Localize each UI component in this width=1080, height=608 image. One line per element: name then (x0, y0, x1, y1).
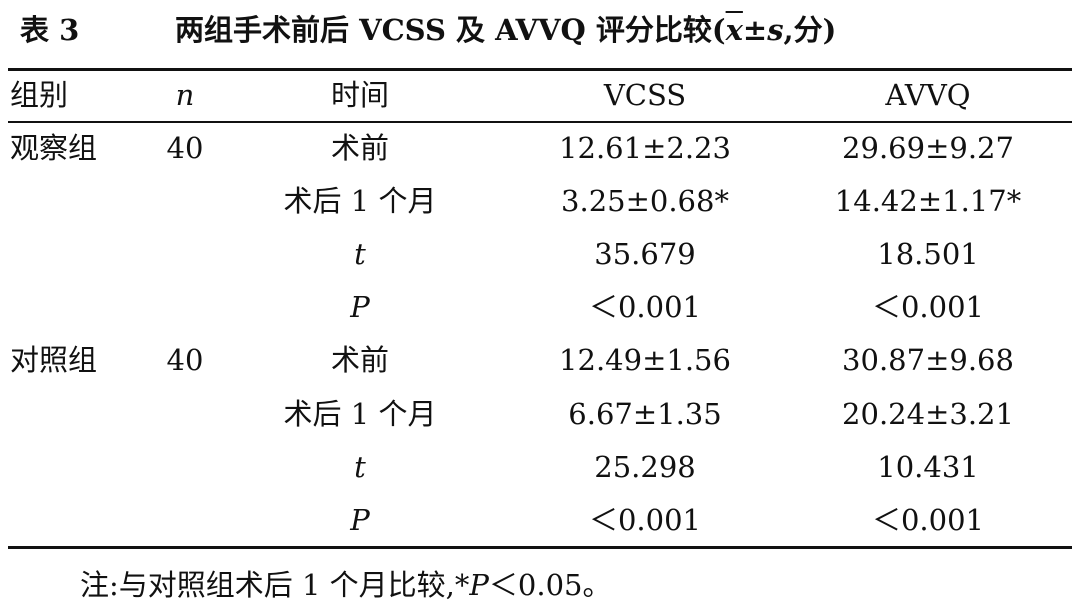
table-cell: 术前 (330, 131, 390, 165)
text-part: ± (742, 13, 768, 47)
text-part: 两组手术前后 VCSS 及 AVVQ 评分比较( (175, 13, 726, 47)
text-part: s (767, 13, 784, 47)
text-part: ,分) (783, 13, 837, 47)
table-cell: 29.69±9.27 (842, 131, 1014, 165)
table-cell: 12.49±1.56 (559, 343, 731, 378)
stat-cell: t (354, 449, 366, 484)
group-n: 40 (166, 343, 204, 378)
stat-cell: P (350, 502, 370, 537)
stat-cell: 25.298 (594, 449, 696, 484)
table-note: 注:与对照组术后 1 个月比较,*P＜0.05。 (80, 567, 611, 603)
stat-cell: ＜0.001 (588, 502, 702, 537)
table-cell: 20.24±3.21 (842, 396, 1014, 431)
text-part: P (469, 568, 489, 602)
bottom-rule (8, 546, 1072, 549)
column-header: 组别 (10, 78, 69, 112)
top-rule (8, 68, 1072, 71)
table-cell: 14.42±1.17* (834, 184, 1022, 219)
column-header: AVVQ (885, 78, 971, 112)
table-cell: 6.67±1.35 (568, 396, 722, 431)
group-name: 观察组 (10, 131, 98, 165)
text-part: x (725, 13, 743, 47)
stat-cell: 10.431 (877, 449, 979, 484)
stat-cell: ＜0.001 (871, 502, 985, 537)
table-cell: 术前 (330, 343, 390, 378)
stat-cell: P (350, 290, 370, 325)
stat-cell: 35.679 (594, 237, 696, 272)
table-cell: 12.61±2.23 (559, 131, 731, 165)
table-cell: 术后 1 个月 (283, 396, 437, 431)
header-rule (8, 121, 1072, 123)
table-title: 两组手术前后 VCSS 及 AVVQ 评分比较(x±s,分) (175, 12, 836, 48)
column-header: 时间 (330, 78, 390, 112)
table-cell: 术后 1 个月 (283, 184, 437, 219)
column-header: VCSS (603, 78, 687, 112)
stat-cell: t (354, 237, 366, 272)
column-header: n (175, 78, 195, 112)
stat-cell: ＜0.001 (871, 290, 985, 325)
group-n: 40 (166, 131, 204, 165)
table-cell: 3.25±0.68* (561, 184, 729, 219)
group-name: 对照组 (10, 343, 98, 378)
text-part: 注:与对照组术后 1 个月比较,* (80, 568, 470, 602)
stat-cell: ＜0.001 (588, 290, 702, 325)
text-part: ＜0.05。 (488, 568, 612, 602)
table-cell: 30.87±9.68 (842, 343, 1014, 378)
stat-cell: 18.501 (877, 237, 979, 272)
table-label: 表 3 (20, 13, 80, 47)
